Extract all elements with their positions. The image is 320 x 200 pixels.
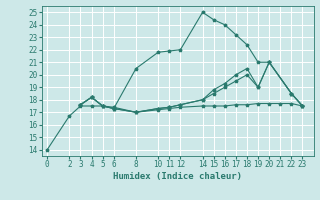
X-axis label: Humidex (Indice chaleur): Humidex (Indice chaleur) <box>113 172 242 181</box>
